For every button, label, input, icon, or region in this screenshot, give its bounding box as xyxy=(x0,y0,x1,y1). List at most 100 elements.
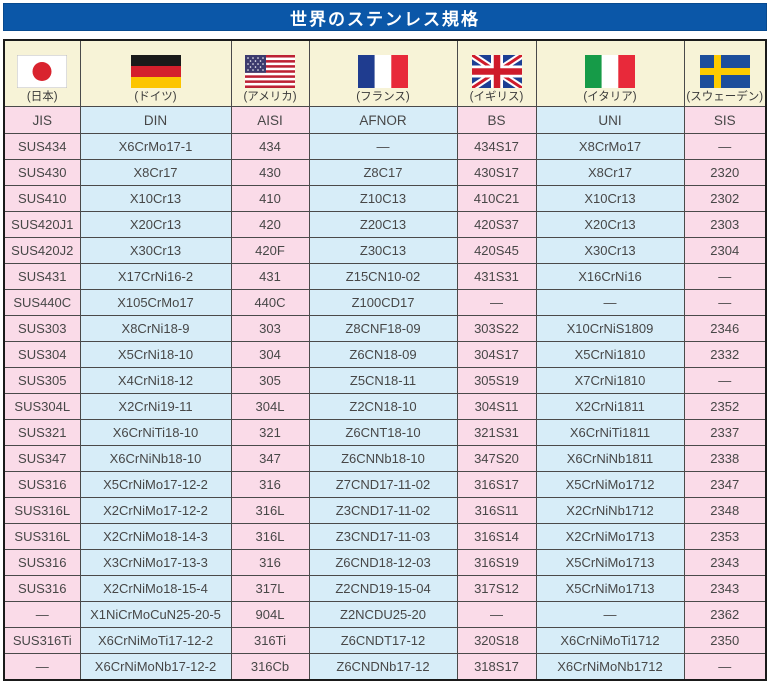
cell-din: X6CrNiNb18-10 xyxy=(79,445,232,472)
cell-aisi: 305 xyxy=(230,367,310,394)
italy-flag-icon xyxy=(585,54,635,88)
cell-din: X2CrNiMo17-12-2 xyxy=(79,497,232,524)
usa-flag-icon xyxy=(245,54,295,88)
cell-uni: ― xyxy=(535,289,685,316)
cell-din: X5CrNiMo17-12-2 xyxy=(79,471,232,498)
cell-afnor: Z100CD17 xyxy=(308,289,458,316)
table-row: SUS434 X6CrMo17-1 434 ― 434S17 X8CrMo17 ― xyxy=(3,133,767,160)
cell-jis: ― xyxy=(3,601,81,628)
cell-din: X3CrNiMo17-13-3 xyxy=(79,549,232,576)
cell-uni: X7CrNi1810 xyxy=(535,367,685,394)
table-row: SUS305 X4CrNi18-12 305 Z5CN18-11 305S19 X7CrN… xyxy=(3,367,767,394)
cell-bs: 304S11 xyxy=(456,393,537,420)
table-row: ― X1NiCrMoCuN25-20-5 904L Z2NCDU25-20 ― ― 2362 xyxy=(3,601,767,628)
cell-uni: X6CrNiTi1811 xyxy=(535,419,685,446)
cell-bs: ― xyxy=(456,289,537,316)
cell-jis: SUS316Ti xyxy=(3,627,81,654)
cell-din: X2CrNi19-11 xyxy=(79,393,232,420)
cell-sis: 2303 xyxy=(683,211,767,238)
table-row: SUS316 X2CrNiMo18-15-4 317L Z2CND19-15-04 31… xyxy=(3,575,767,602)
cell-aisi: 316Cb xyxy=(230,653,310,681)
cell-bs: 410C21 xyxy=(456,185,537,212)
table-row: SUS316Ti X6CrNiMoTi17-12-2 316Ti Z6CNDT17-1… xyxy=(3,627,767,654)
cell-afnor: Z3CND17-11-03 xyxy=(308,523,458,550)
cell-bs: 420S45 xyxy=(456,237,537,264)
cell-afnor: Z6CNNb18-10 xyxy=(308,445,458,472)
cell-jis: SUS305 xyxy=(3,367,81,394)
cell-uni: X8CrMo17 xyxy=(535,133,685,160)
cell-sis: ― xyxy=(683,653,767,681)
cell-sis: 2352 xyxy=(683,393,767,420)
cell-aisi: 304 xyxy=(230,341,310,368)
cell-jis: SUS420J2 xyxy=(3,237,81,264)
cell-aisi: 431 xyxy=(230,263,310,290)
cell-uni: X2CrNiNb1712 xyxy=(535,497,685,524)
header-france: (フランス) xyxy=(308,39,458,107)
cell-afnor: Z8C17 xyxy=(308,159,458,186)
cell-jis: SUS316 xyxy=(3,471,81,498)
cell-afnor: Z6CNT18-10 xyxy=(308,419,458,446)
cell-din: X6CrMo17-1 xyxy=(79,133,232,160)
uk-flag-icon xyxy=(471,54,522,88)
cell-afnor: Z2CN18-10 xyxy=(308,393,458,420)
table-row: SUS440C X105CrMo17 440C Z100CD17 ― ― ― xyxy=(3,289,767,316)
cell-bs: 316S19 xyxy=(456,549,537,576)
cell-sis: 2353 xyxy=(683,523,767,550)
cell-afnor: Z8CNF18-09 xyxy=(308,315,458,342)
cell-afnor: ― xyxy=(308,133,458,160)
cell-uni: X8Cr17 xyxy=(535,159,685,186)
stainless-standards-table: (日本) (ドイツ) xyxy=(3,39,767,681)
cell-sis: 2338 xyxy=(683,445,767,472)
cell-afnor: Z6CN18-09 xyxy=(308,341,458,368)
cell-aisi: 316L xyxy=(230,497,310,524)
table-row: SUS420J1 X20Cr13 420 Z20C13 420S37 X20Cr13 230… xyxy=(3,211,767,238)
cell-jis: SUS316 xyxy=(3,575,81,602)
cell-jis: SUS431 xyxy=(3,263,81,290)
standard-header-bs: BS xyxy=(456,106,537,134)
cell-aisi: 304L xyxy=(230,393,310,420)
table-row: SUS430 X8Cr17 430 Z8C17 430S17 X8Cr17 2320 xyxy=(3,159,767,186)
cell-sis: 2362 xyxy=(683,601,767,628)
cell-sis: ― xyxy=(683,367,767,394)
cell-aisi: 317L xyxy=(230,575,310,602)
cell-jis: SUS316L xyxy=(3,523,81,550)
cell-sis: 2337 xyxy=(683,419,767,446)
page-title-bar: 世界のステンレス規格 xyxy=(3,3,767,31)
cell-din: X20Cr13 xyxy=(79,211,232,238)
header-italy: (イタリア) xyxy=(535,39,685,107)
cell-jis: SUS316 xyxy=(3,549,81,576)
cell-sis: 2332 xyxy=(683,341,767,368)
cell-din: X10Cr13 xyxy=(79,185,232,212)
cell-bs: 318S17 xyxy=(456,653,537,681)
cell-sis: 2346 xyxy=(683,315,767,342)
table-body: SUS434 X6CrMo17-1 434 ― 434S17 X8CrMo17 ― SUS43… xyxy=(3,133,767,681)
cell-uni: X20Cr13 xyxy=(535,211,685,238)
cell-din: X6CrNiMoTi17-12-2 xyxy=(79,627,232,654)
cell-uni: X6CrNiNb1811 xyxy=(535,445,685,472)
cell-sis: ― xyxy=(683,289,767,316)
cell-uni: X5CrNi1810 xyxy=(535,341,685,368)
cell-din: X105CrMo17 xyxy=(79,289,232,316)
cell-din: X4CrNi18-12 xyxy=(79,367,232,394)
cell-aisi: 420 xyxy=(230,211,310,238)
cell-sis: ― xyxy=(683,133,767,160)
table-row: SUS420J2 X30Cr13 420F Z30C13 420S45 X30Cr13 23… xyxy=(3,237,767,264)
cell-din: X17CrNi16-2 xyxy=(79,263,232,290)
cell-uni: X5CrNiMo1712 xyxy=(535,471,685,498)
cell-jis: SUS347 xyxy=(3,445,81,472)
cell-jis: SUS410 xyxy=(3,185,81,212)
sweden-flag-icon xyxy=(699,54,750,88)
cell-sis: 2304 xyxy=(683,237,767,264)
cell-afnor: Z2CND19-15-04 xyxy=(308,575,458,602)
cell-uni: X10Cr13 xyxy=(535,185,685,212)
table-row: SUS316L X2CrNiMo18-14-3 316L Z3CND17-11-03 3… xyxy=(3,523,767,550)
table-row: SUS304L X2CrNi19-11 304L Z2CN18-10 304S11 X2C… xyxy=(3,393,767,420)
cell-aisi: 440C xyxy=(230,289,310,316)
france-flag-icon xyxy=(358,54,408,88)
table-row: SUS316 X5CrNiMo17-12-2 316 Z7CND17-11-02 316… xyxy=(3,471,767,498)
cell-afnor: Z15CN10-02 xyxy=(308,263,458,290)
cell-bs: 316S17 xyxy=(456,471,537,498)
cell-sis: 2348 xyxy=(683,497,767,524)
cell-jis: SUS430 xyxy=(3,159,81,186)
standard-header-sis: SIS xyxy=(683,106,767,134)
